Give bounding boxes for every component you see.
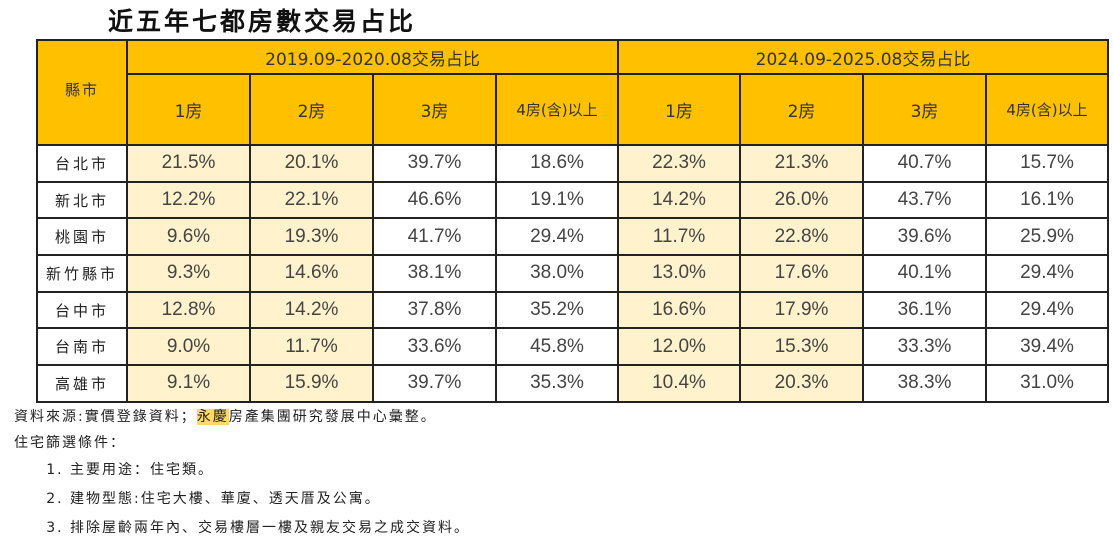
value-cell: 41.7%	[372, 217, 497, 257]
value-cell: 37.8%	[372, 290, 497, 330]
period-header-2019: 2019.09-2020.08交易占比	[126, 39, 619, 75]
value-cell: 39.7%	[372, 364, 497, 403]
value-cell: 16.1%	[985, 180, 1109, 220]
table-row: 高雄市 9.1% 15.9% 39.7% 35.3% 10.4% 20.3% 38.3% 31.…	[36, 364, 1109, 403]
value-cell: 9.0%	[126, 327, 251, 367]
source-prefix: 資料來源:實價登錄資料；	[14, 409, 197, 425]
value-cell: 17.9%	[739, 290, 864, 330]
table-row: 台中市 12.8% 14.2% 37.8% 35.2% 16.6% 17.9% 36.1% 29…	[36, 290, 1109, 330]
city-column-header: 縣市	[36, 39, 128, 146]
value-cell: 33.6%	[372, 327, 497, 367]
value-cell: 9.3%	[126, 254, 251, 293]
value-cell: 31.0%	[985, 364, 1109, 403]
city-cell: 桃園市	[36, 217, 128, 257]
value-cell: 33.3%	[862, 327, 987, 367]
value-cell: 39.4%	[985, 327, 1109, 367]
value-cell: 43.7%	[862, 180, 987, 220]
value-cell: 14.6%	[249, 254, 374, 293]
table-row: 台北市 21.5% 20.1% 39.7% 18.6% 22.3% 21.3% 40.7% 15…	[36, 144, 1109, 183]
criteria-item: 排除屋齡兩年內、交易樓層一樓及親友交易之成交資料。	[70, 514, 470, 543]
value-cell: 35.3%	[495, 364, 619, 403]
room-header: 1房	[126, 73, 251, 146]
notes: 資料來源:實價登錄資料；永慶房產集團研究發展中心彙整。 住宅篩選條件： 主要用途…	[14, 404, 470, 543]
value-cell: 13.0%	[617, 254, 741, 293]
value-cell: 21.5%	[126, 144, 251, 183]
source-suffix: 房產集團研究發展中心彙整。	[228, 409, 437, 425]
table-row: 新北市 12.2% 22.1% 46.6% 19.1% 14.2% 26.0% 43.7% 16…	[36, 180, 1109, 220]
value-cell: 40.1%	[862, 254, 987, 293]
room-header: 2房	[249, 73, 374, 146]
city-cell: 高雄市	[36, 364, 128, 403]
room-header: 2房	[739, 73, 864, 146]
criteria-title: 住宅篩選條件：	[14, 435, 126, 451]
value-cell: 14.2%	[249, 290, 374, 330]
table-row: 新竹縣市 9.3% 14.6% 38.1% 38.0% 13.0% 17.6% 40.1% 29…	[36, 254, 1109, 293]
value-cell: 20.3%	[739, 364, 864, 403]
table-row: 桃園市 9.6% 19.3% 41.7% 29.4% 11.7% 22.8% 39.6% 25.…	[36, 217, 1109, 257]
room-header: 3房	[372, 73, 497, 146]
value-cell: 15.7%	[985, 144, 1109, 183]
value-cell: 39.6%	[862, 217, 987, 257]
value-cell: 29.4%	[985, 254, 1109, 293]
value-cell: 38.1%	[372, 254, 497, 293]
value-cell: 9.6%	[126, 217, 251, 257]
value-cell: 39.7%	[372, 144, 497, 183]
value-cell: 16.6%	[617, 290, 741, 330]
value-cell: 12.8%	[126, 290, 251, 330]
room-header: 1房	[617, 73, 741, 146]
period-header-2024: 2024.09-2025.08交易占比	[617, 39, 1109, 75]
value-cell: 18.6%	[495, 144, 619, 183]
value-cell: 12.2%	[126, 180, 251, 220]
room-header: 4房(含)以上	[495, 73, 619, 146]
value-cell: 29.4%	[495, 217, 619, 257]
value-cell: 38.3%	[862, 364, 987, 403]
value-cell: 20.1%	[249, 144, 374, 183]
value-cell: 29.4%	[985, 290, 1109, 330]
value-cell: 11.7%	[249, 327, 374, 367]
city-cell: 新北市	[36, 180, 128, 220]
value-cell: 26.0%	[739, 180, 864, 220]
value-cell: 21.3%	[739, 144, 864, 183]
value-cell: 10.4%	[617, 364, 741, 403]
value-cell: 17.6%	[739, 254, 864, 293]
value-cell: 22.1%	[249, 180, 374, 220]
value-cell: 46.6%	[372, 180, 497, 220]
table-row: 台南市 9.0% 11.7% 33.6% 45.8% 12.0% 15.3% 33.3% 39.…	[36, 327, 1109, 367]
value-cell: 9.1%	[126, 364, 251, 403]
value-cell: 14.2%	[617, 180, 741, 220]
criteria-item: 主要用途：住宅類。	[70, 456, 470, 485]
value-cell: 19.1%	[495, 180, 619, 220]
value-cell: 35.2%	[495, 290, 619, 330]
criteria-list: 主要用途：住宅類。 建物型態:住宅大樓、華廈、透天厝及公寓。 排除屋齡兩年內、交…	[14, 456, 470, 543]
value-cell: 40.7%	[862, 144, 987, 183]
criteria-item: 建物型態:住宅大樓、華廈、透天厝及公寓。	[70, 485, 470, 514]
source-note: 資料來源:實價登錄資料；永慶房產集團研究發展中心彙整。	[14, 404, 470, 430]
city-cell: 新竹縣市	[36, 254, 128, 293]
city-cell: 台北市	[36, 144, 128, 183]
value-cell: 36.1%	[862, 290, 987, 330]
room-header: 4房(含)以上	[985, 73, 1109, 146]
value-cell: 11.7%	[617, 217, 741, 257]
value-cell: 12.0%	[617, 327, 741, 367]
value-cell: 22.8%	[739, 217, 864, 257]
value-cell: 15.9%	[249, 364, 374, 403]
value-cell: 38.0%	[495, 254, 619, 293]
room-header: 3房	[862, 73, 987, 146]
city-cell: 台南市	[36, 327, 128, 367]
source-highlight: 永慶	[196, 409, 229, 425]
transaction-share-table: 縣市 2019.09-2020.08交易占比 2024.09-2025.08交易…	[36, 39, 1109, 403]
value-cell: 15.3%	[739, 327, 864, 367]
value-cell: 19.3%	[249, 217, 374, 257]
value-cell: 22.3%	[617, 144, 741, 183]
page-title: 近五年七都房數交易占比	[108, 7, 417, 36]
city-cell: 台中市	[36, 290, 128, 330]
value-cell: 45.8%	[495, 327, 619, 367]
value-cell: 25.9%	[985, 217, 1109, 257]
